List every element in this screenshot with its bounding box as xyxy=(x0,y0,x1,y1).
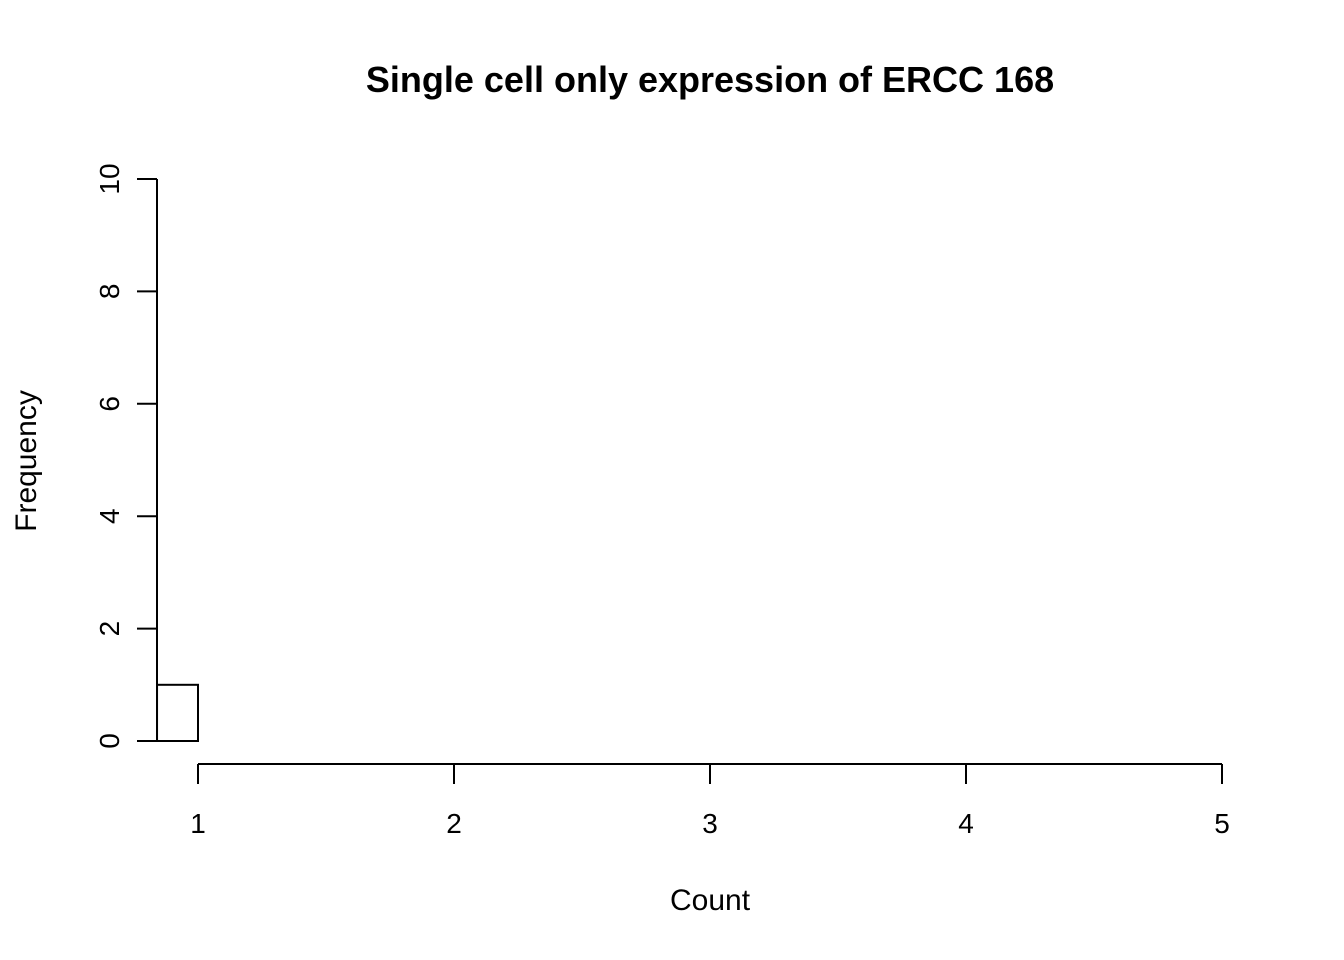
chart-title: Single cell only expression of ERCC 168 xyxy=(366,59,1054,100)
x-tick-label: 1 xyxy=(190,808,206,839)
x-axis: 1 2 3 4 5 xyxy=(190,763,1230,839)
x-tick-label: 2 xyxy=(446,808,462,839)
x-tick-label: 4 xyxy=(958,808,974,839)
y-tick-label: 4 xyxy=(94,508,125,524)
x-tick-label: 5 xyxy=(1214,808,1230,839)
y-tick-label: 0 xyxy=(94,733,125,749)
x-tick-label: 3 xyxy=(702,808,718,839)
y-axis: 0 2 4 6 8 10 xyxy=(94,163,158,749)
y-tick-label: 8 xyxy=(94,284,125,300)
histogram-bars xyxy=(156,683,199,742)
y-tick-label: 6 xyxy=(94,396,125,412)
histogram-bar xyxy=(156,683,199,742)
x-axis-label: Count xyxy=(670,884,751,917)
y-tick-label: 2 xyxy=(94,621,125,637)
y-axis-label: Frequency xyxy=(10,390,43,532)
y-tick-label: 10 xyxy=(94,163,125,194)
